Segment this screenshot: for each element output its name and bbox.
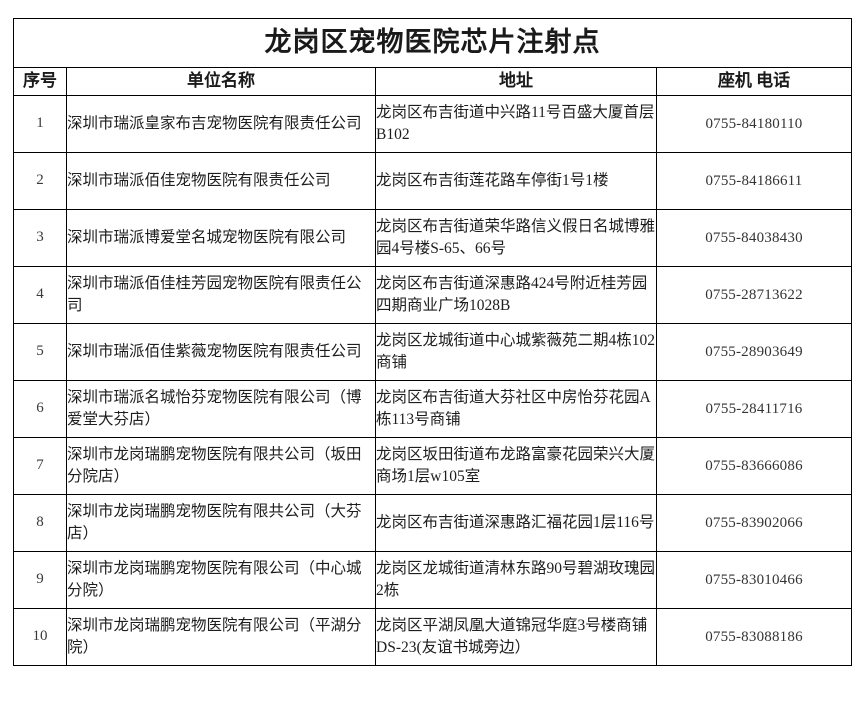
column-header-name: 单位名称 (66, 67, 376, 96)
row-unit-name: 深圳市龙岗瑞鹏宠物医院有限公司（中心城分院） (66, 551, 376, 609)
row-index: 2 (13, 152, 67, 210)
row-address: 龙岗区龙城街道清林东路90号碧湖玫瑰园2栋 (375, 551, 657, 609)
row-index: 4 (13, 266, 67, 324)
row-unit-name: 深圳市龙岗瑞鹏宠物医院有限公司（平湖分院） (66, 608, 376, 666)
table-row: 1 深圳市瑞派皇家布吉宠物医院有限责任公司 龙岗区布吉街道中兴路11号百盛大厦首… (13, 95, 852, 153)
table-header-row: 序号 单位名称 地址 座机 电话 (13, 67, 852, 96)
row-unit-name: 深圳市龙岗瑞鹏宠物医院有限共公司（坂田分院店） (66, 437, 376, 495)
table-row: 9 深圳市龙岗瑞鹏宠物医院有限公司（中心城分院） 龙岗区龙城街道清林东路90号碧… (13, 551, 852, 609)
table-row: 8 深圳市龙岗瑞鹏宠物医院有限共公司（大芬店） 龙岗区布吉街道深惠路汇福花园1层… (13, 494, 852, 552)
column-header-no: 序号 (13, 67, 67, 96)
row-address: 龙岗区平湖凤凰大道锦冠华庭3号楼商铺DS-23(友谊书城旁边） (375, 608, 657, 666)
row-index: 3 (13, 209, 67, 267)
row-unit-name: 深圳市瑞派佰佳宠物医院有限责任公司 (66, 152, 376, 210)
row-phone-number: 0755-83088186 (656, 608, 852, 666)
row-index: 7 (13, 437, 67, 495)
table-row: 10 深圳市龙岗瑞鹏宠物医院有限公司（平湖分院） 龙岗区平湖凤凰大道锦冠华庭3号… (13, 608, 852, 666)
row-phone-number: 0755-28903649 (656, 323, 852, 381)
row-phone-number: 0755-83902066 (656, 494, 852, 552)
row-phone-number: 0755-28411716 (656, 380, 852, 438)
pet-hospital-chip-injection-table: 龙岗区宠物医院芯片注射点 序号 单位名称 地址 座机 电话 1 深圳市瑞派皇家布… (13, 18, 852, 666)
row-unit-name: 深圳市瑞派佰佳紫薇宠物医院有限责任公司 (66, 323, 376, 381)
page-title: 龙岗区宠物医院芯片注射点 (264, 27, 601, 58)
row-phone-number: 0755-83010466 (656, 551, 852, 609)
row-phone-number: 0755-84038430 (656, 209, 852, 267)
row-address: 龙岗区布吉街道大芬社区中房怡芬花园A栋113号商铺 (375, 380, 657, 438)
row-phone-number: 0755-84186611 (656, 152, 852, 210)
row-index: 6 (13, 380, 67, 438)
row-unit-name: 深圳市瑞派博爱堂名城宠物医院有限公司 (66, 209, 376, 267)
row-index: 5 (13, 323, 67, 381)
row-address: 龙岗区布吉街道中兴路11号百盛大厦首层B102 (375, 95, 657, 153)
table-row: 2 深圳市瑞派佰佳宠物医院有限责任公司 龙岗区布吉街莲花路车停街1号1楼 075… (13, 152, 852, 210)
row-index: 9 (13, 551, 67, 609)
row-address: 龙岗区布吉街莲花路车停街1号1楼 (375, 152, 657, 210)
table-row: 6 深圳市瑞派名城怡芬宠物医院有限公司（博爱堂大芬店） 龙岗区布吉街道大芬社区中… (13, 380, 852, 438)
row-unit-name: 深圳市瑞派皇家布吉宠物医院有限责任公司 (66, 95, 376, 153)
column-header-phone: 座机 电话 (656, 67, 852, 96)
row-unit-name: 深圳市瑞派佰佳桂芳园宠物医院有限责任公司 (66, 266, 376, 324)
table-title-row: 龙岗区宠物医院芯片注射点 (13, 18, 852, 68)
row-phone-number: 0755-84180110 (656, 95, 852, 153)
row-address: 龙岗区布吉街道深惠路汇福花园1层116号 (375, 494, 657, 552)
row-address: 龙岗区坂田街道布龙路富豪花园荣兴大厦商场1层w105室 (375, 437, 657, 495)
table-row: 4 深圳市瑞派佰佳桂芳园宠物医院有限责任公司 龙岗区布吉街道深惠路424号附近桂… (13, 266, 852, 324)
row-address: 龙岗区龙城街道中心城紫薇苑二期4栋102商铺 (375, 323, 657, 381)
column-header-addr: 地址 (375, 67, 657, 96)
table-row: 5 深圳市瑞派佰佳紫薇宠物医院有限责任公司 龙岗区龙城街道中心城紫薇苑二期4栋1… (13, 323, 852, 381)
row-index: 8 (13, 494, 67, 552)
row-address: 龙岗区布吉街道深惠路424号附近桂芳园四期商业广场1028B (375, 266, 657, 324)
table-row: 7 深圳市龙岗瑞鹏宠物医院有限共公司（坂田分院店） 龙岗区坂田街道布龙路富豪花园… (13, 437, 852, 495)
row-index: 1 (13, 95, 67, 153)
row-unit-name: 深圳市龙岗瑞鹏宠物医院有限共公司（大芬店） (66, 494, 376, 552)
row-index: 10 (13, 608, 67, 666)
row-address: 龙岗区布吉街道荣华路信义假日名城博雅园4号楼S-65、66号 (375, 209, 657, 267)
row-phone-number: 0755-83666086 (656, 437, 852, 495)
document-title-cell: 龙岗区宠物医院芯片注射点 (13, 18, 852, 68)
table-row: 3 深圳市瑞派博爱堂名城宠物医院有限公司 龙岗区布吉街道荣华路信义假日名城博雅园… (13, 209, 852, 267)
row-unit-name: 深圳市瑞派名城怡芬宠物医院有限公司（博爱堂大芬店） (66, 380, 376, 438)
row-phone-number: 0755-28713622 (656, 266, 852, 324)
